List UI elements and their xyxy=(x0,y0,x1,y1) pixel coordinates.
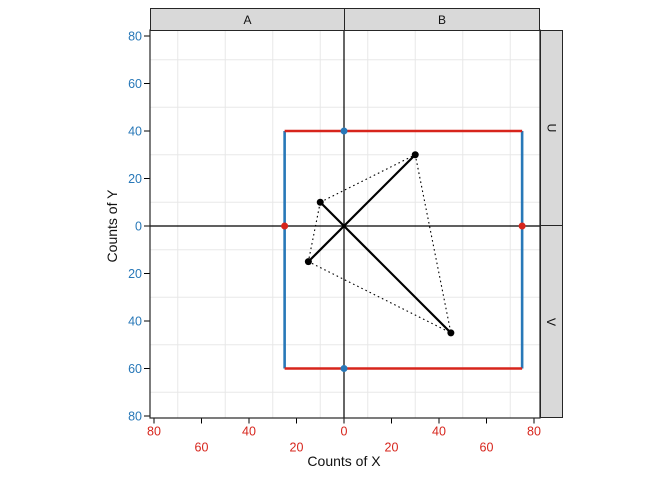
x-tick-label: 80 xyxy=(147,425,161,439)
strip-panel-u: U xyxy=(540,30,563,226)
x-axis-title: Counts of X xyxy=(307,453,381,469)
blue-frame-points-marker xyxy=(340,365,348,372)
y-tick-label: 80 xyxy=(128,410,142,424)
red-frame-points-marker xyxy=(518,222,526,230)
black-vertices-marker xyxy=(447,329,455,337)
strip-panel-u-label: U xyxy=(544,123,559,133)
x-tick-label: 20 xyxy=(385,441,399,455)
x-tick-label: 20 xyxy=(290,441,304,455)
strip-panel-a-label: A xyxy=(243,12,252,27)
strip-panel-a: A xyxy=(150,8,345,31)
red-frame-points-marker xyxy=(281,222,289,230)
solid-segment xyxy=(319,201,452,334)
y-tick-label: 0 xyxy=(135,220,142,234)
y-tick-label: 20 xyxy=(128,172,142,186)
x-tick-label: 60 xyxy=(195,441,209,455)
strip-panel-b-label: B xyxy=(437,12,446,27)
y-tick-label: 40 xyxy=(128,125,142,139)
black-vertices-marker xyxy=(316,198,324,206)
strip-panel-v: V xyxy=(540,225,563,418)
x-tick-label: 40 xyxy=(432,425,446,439)
y-tick-label: 80 xyxy=(128,30,142,44)
y-tick-label: 20 xyxy=(128,267,142,281)
solid-segment xyxy=(307,153,417,263)
x-tick-label: 80 xyxy=(527,425,541,439)
strip-panel-b: B xyxy=(344,8,540,31)
y-tick-label: 60 xyxy=(128,362,142,376)
black-vertices-marker xyxy=(411,151,419,159)
strip-panel-v-label: V xyxy=(544,317,559,326)
y-tick-label: 40 xyxy=(128,315,142,329)
x-tick-label: 60 xyxy=(480,441,494,455)
x-tick-label: 0 xyxy=(341,425,348,439)
black-vertices-marker xyxy=(304,258,312,266)
y-tick-label: 60 xyxy=(128,77,142,91)
y-axis-title: Counts of Y xyxy=(104,189,120,263)
x-tick-label: 40 xyxy=(242,425,256,439)
blue-frame-points-marker xyxy=(340,127,348,135)
